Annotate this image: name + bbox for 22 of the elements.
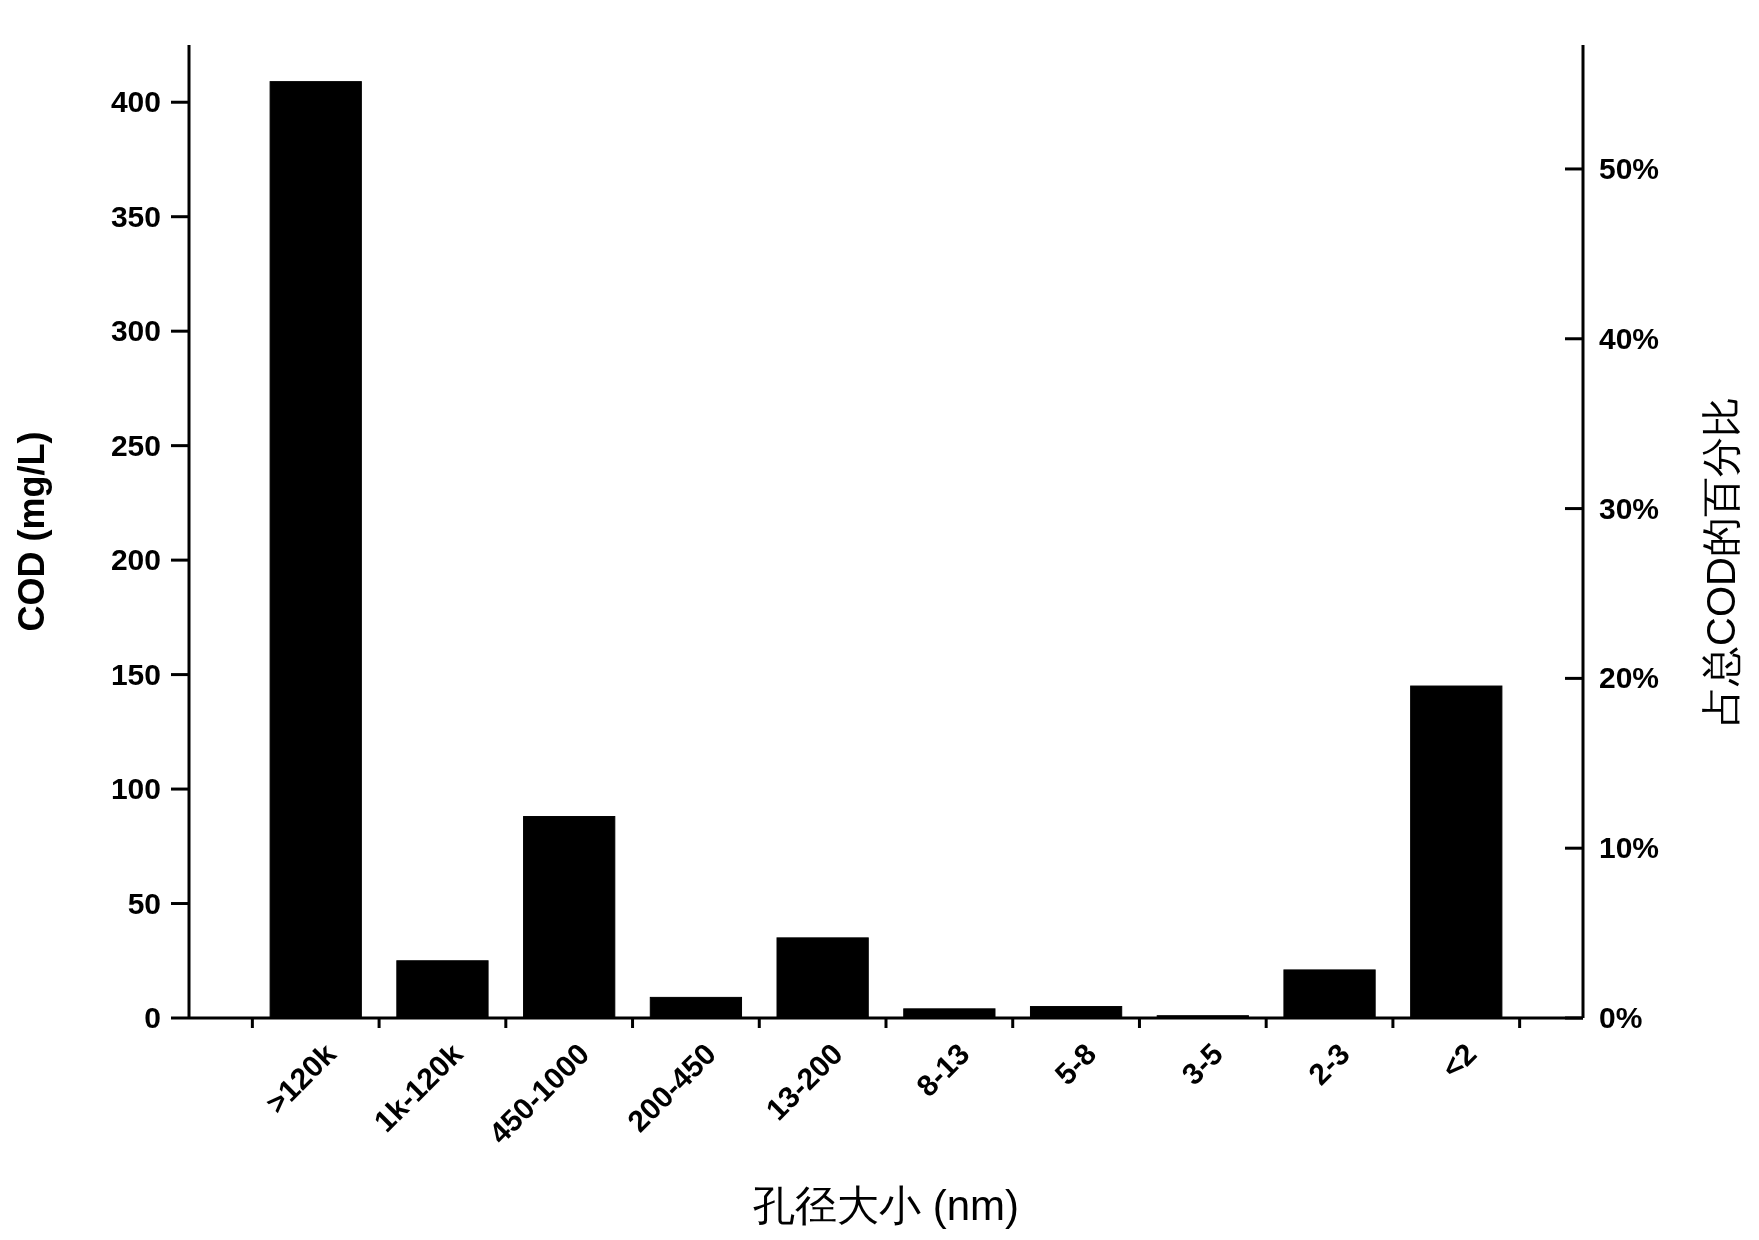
x-tick-label: <2 <box>1434 1036 1483 1085</box>
y-tick-label: 300 <box>110 314 161 348</box>
y-tick-label: 50 <box>127 886 161 920</box>
y-axis-title: COD (mg/L) <box>11 431 52 632</box>
x-tick-label: 3-5 <box>1175 1036 1230 1091</box>
y-tick-label: 150 <box>110 657 161 691</box>
y-tick-label: 250 <box>110 428 161 462</box>
y2-tick-label: 50% <box>1599 151 1660 185</box>
x-axis-title: 孔径大小 (nm) <box>753 1182 1019 1229</box>
y-tick-label: 350 <box>110 199 161 233</box>
y2-tick-label: 20% <box>1599 661 1660 695</box>
y-tick-label: 400 <box>110 85 161 119</box>
y-tick-label: 200 <box>110 543 161 577</box>
y-tick-label: 100 <box>110 772 161 806</box>
x-tick-label: 2-3 <box>1301 1036 1356 1091</box>
y2-tick-label: 30% <box>1599 491 1660 525</box>
x-tick-label: 5-8 <box>1048 1036 1103 1091</box>
y2-axis-title: 占总COD的百分比 <box>1699 397 1743 726</box>
y2-tick-label: 10% <box>1599 831 1660 865</box>
y2-tick-label: 40% <box>1599 321 1660 355</box>
y2-tick-label: 0% <box>1599 1001 1643 1034</box>
y-tick-label: 0 <box>144 1001 161 1034</box>
